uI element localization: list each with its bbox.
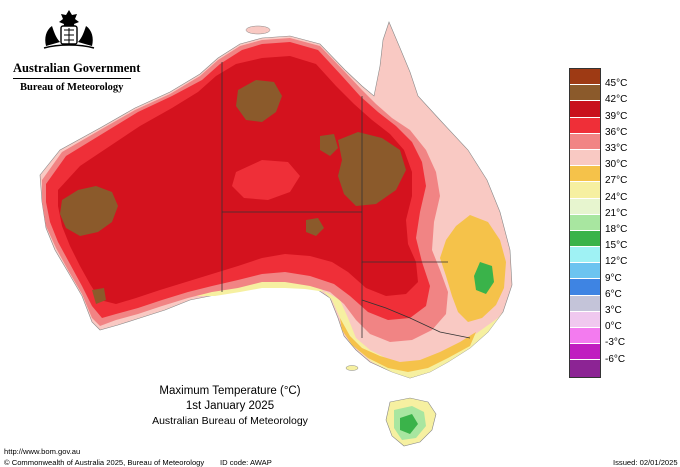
kimberley-hot-patch (236, 80, 282, 122)
logo-divider (13, 78, 131, 79)
footer-url[interactable]: http://www.bom.gov.au (4, 447, 81, 456)
government-logo: Australian Government Bureau of Meteorol… (8, 8, 140, 98)
southern-coast-yellow-zone (190, 280, 503, 378)
legend-label: 30°C (605, 159, 628, 171)
map-date: 1st January 2025 (185, 400, 275, 412)
legend-label: 6°C (605, 288, 622, 300)
legend-label: 3°C (605, 305, 622, 316)
legend-label: -6°C (605, 353, 626, 365)
legend-swatch (570, 166, 600, 183)
legend-swatch (570, 69, 600, 86)
legend-label: 27°C (605, 175, 628, 187)
kangaroo-island (345, 365, 359, 371)
footer-copyright: © Commonwealth of Australia 2025, Bureau… (4, 458, 205, 467)
nt-hot-patch (320, 134, 338, 156)
legend-label: 36°C (605, 126, 628, 138)
legend-label: 33°C (605, 143, 628, 154)
footer-id-code: ID code: AWAP (220, 458, 272, 467)
legend-swatch (570, 133, 600, 150)
legend-swatch (570, 247, 600, 264)
legend-swatch (570, 214, 600, 231)
legend-label: 39°C (605, 110, 628, 122)
legend-swatch (570, 198, 600, 215)
legend-swatch (570, 101, 600, 118)
wa-hot-patch-west (60, 186, 118, 236)
legend-swatch (570, 85, 600, 102)
legend-swatch (570, 279, 600, 296)
state-borders (221, 62, 471, 339)
legend-label: 15°C (605, 240, 628, 252)
sa-hot-patch (306, 218, 324, 236)
east-coast-green-pocket (474, 262, 494, 294)
coat-of-arms-icon (43, 10, 95, 49)
legend-swatch (570, 263, 600, 280)
nsw-vic-border (361, 299, 471, 339)
legend-swatch (570, 117, 600, 134)
legend-swatch (570, 295, 600, 312)
legend-label: 18°C (605, 224, 628, 235)
map-agency: Australian Bureau of Meteorology (152, 415, 308, 427)
agency-name: Bureau of Meteorology (20, 82, 124, 93)
government-name: Australian Government (13, 61, 141, 75)
footer-issued: Issued: 02/01/2025 (613, 458, 678, 467)
legend-swatch (570, 328, 600, 345)
pilbara-hot-patch (92, 288, 106, 304)
melville-island (245, 25, 271, 35)
legend-swatch (570, 311, 600, 328)
se-coast-orange-strip (340, 318, 476, 372)
legend-label: 9°C (605, 272, 622, 284)
east-coast-orange-zone (440, 215, 506, 322)
tasmania-cool-core (400, 414, 418, 434)
legend-swatch (570, 149, 600, 167)
legend-swatch (570, 182, 600, 199)
legend-swatches (569, 68, 601, 378)
legend-swatch (570, 360, 600, 377)
map-title-block: Maximum Temperature (°C) 1st January 202… (130, 384, 330, 429)
legend-label: 12°C (605, 256, 628, 268)
legend-swatch (570, 230, 600, 248)
qld-hot-patch (338, 132, 406, 206)
legend-label: -3°C (605, 337, 626, 349)
legend-swatch (570, 344, 600, 361)
central-red-area (232, 160, 300, 200)
legend-label: 24°C (605, 191, 628, 203)
legend-label: 21°C (605, 207, 628, 219)
map-title: Maximum Temperature (°C) (159, 385, 301, 397)
legend-label: 42°C (605, 94, 628, 106)
legend-label: 45°C (605, 78, 628, 90)
legend-label: 0°C (605, 321, 622, 333)
